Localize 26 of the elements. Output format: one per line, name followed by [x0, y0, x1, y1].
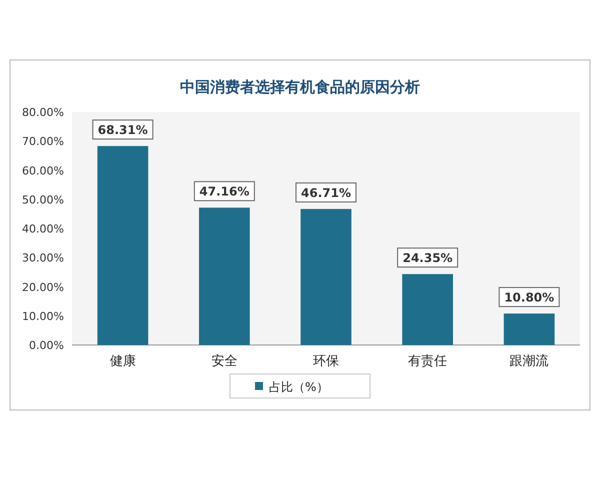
- x-tick-label: 健康: [110, 354, 136, 369]
- bar: [504, 314, 555, 345]
- bar: [300, 208, 352, 345]
- bar: [402, 274, 453, 345]
- y-tick-label: 0.00%: [29, 339, 64, 352]
- y-tick-label: 40.00%: [22, 222, 64, 236]
- data-label: 24.35%: [402, 251, 453, 266]
- y-tick-label: 70.00%: [22, 135, 64, 148]
- data-label: 68.31%: [98, 123, 148, 138]
- x-tick-label: 跟潮流: [510, 353, 549, 369]
- x-tick-label: 安全: [211, 353, 238, 369]
- bar: [97, 146, 148, 345]
- y-tick-label: 20.00%: [22, 280, 64, 294]
- data-label: 10.80%: [504, 290, 554, 305]
- x-tick-label: 环保: [313, 354, 339, 369]
- data-label: 46.71%: [301, 186, 351, 200]
- y-tick-label: 10.00%: [22, 310, 64, 323]
- y-tick-label: 30.00%: [22, 252, 64, 265]
- bar: [199, 208, 250, 345]
- y-tick-label: 80.00%: [22, 106, 64, 119]
- legend-label: 占比（%）: [269, 380, 328, 394]
- x-tick-label: 有责任: [408, 354, 448, 369]
- data-label: 47.16%: [199, 184, 250, 199]
- chart-title: 中国消费者选择有机食品的原因分析: [180, 78, 420, 96]
- y-tick-label: 50.00%: [22, 193, 64, 206]
- y-tick-label: 60.00%: [22, 164, 64, 178]
